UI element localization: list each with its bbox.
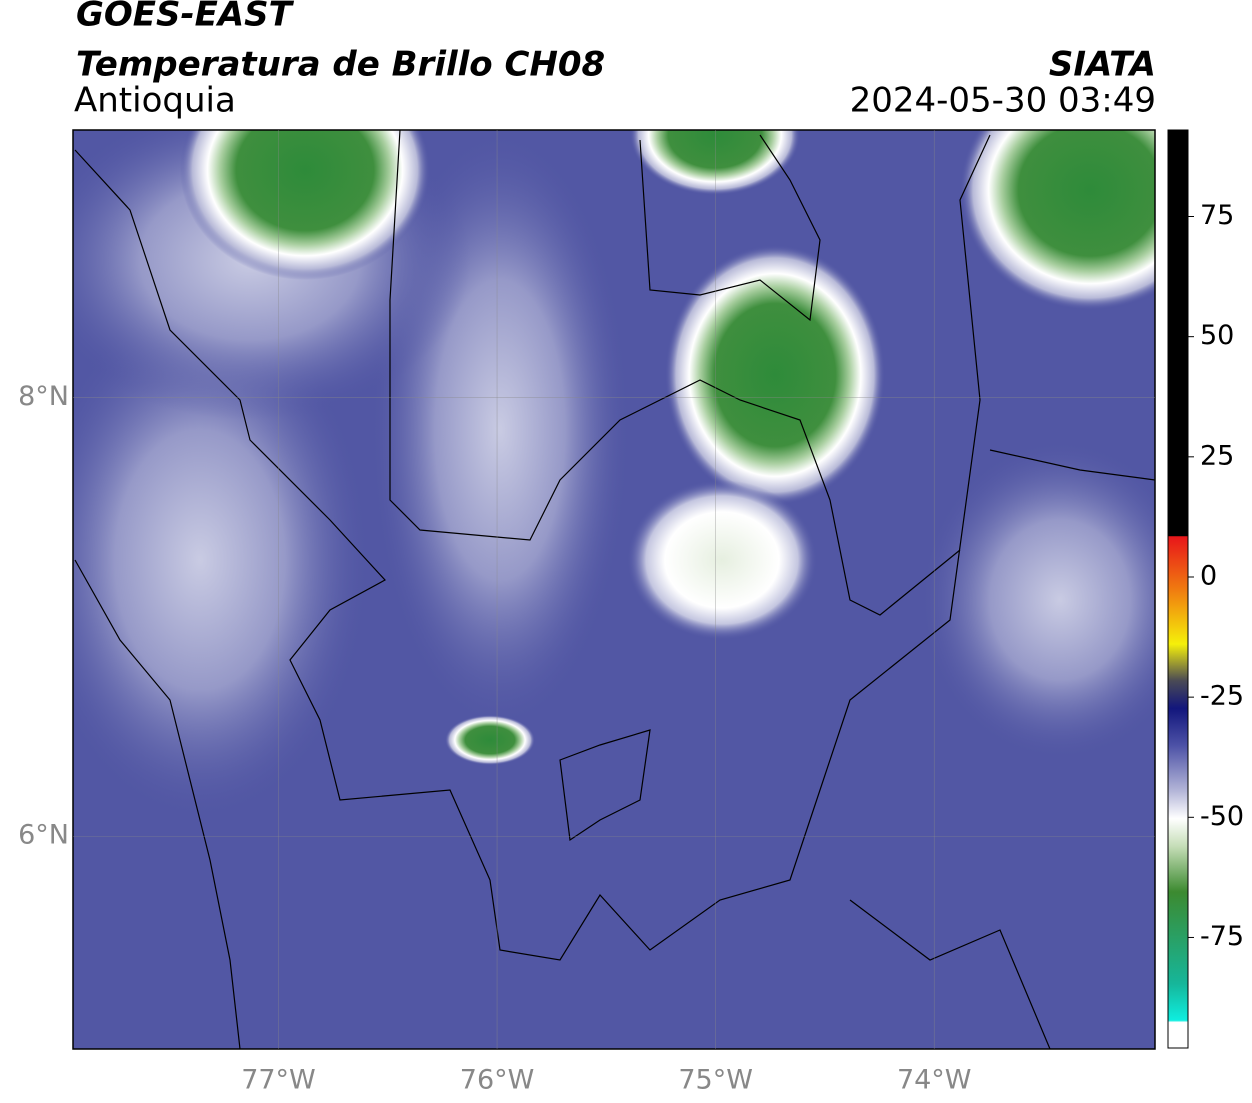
source: SIATA	[1049, 45, 1156, 85]
frame	[72, 129, 1156, 1050]
borders	[74, 130, 1155, 1049]
colorbar-tick-label: -25	[1200, 681, 1244, 712]
colorbar-tick-label: 0	[1200, 560, 1217, 591]
cloud	[627, 480, 817, 640]
cloud	[665, 245, 885, 505]
cloud	[920, 440, 1155, 760]
colorbar-tick-label: -75	[1200, 921, 1244, 952]
colorbar	[1167, 129, 1189, 1049]
datetime: 2024-05-30 03:49	[850, 81, 1156, 121]
x-tick-label: 76°W	[460, 1065, 535, 1096]
subtitle: Temperatura de Brillo CH08	[76, 45, 605, 85]
y-tick-label: 8°N	[18, 381, 69, 412]
x-tick-label: 74°W	[897, 1065, 972, 1096]
map-field	[73, 130, 1155, 1049]
x-tick-label: 75°W	[678, 1065, 753, 1096]
ticks: 77°W 76°W 75°W 74°W 8°N 6°N 75 50 25 0 -25 -50 -75	[18, 130, 1244, 1096]
colorbar-tick-label: 75	[1200, 200, 1234, 231]
cloud	[630, 130, 800, 195]
region: Antioquia	[74, 81, 236, 121]
y-tick-label: 6°N	[18, 820, 69, 851]
colorbar-tick-label: 25	[1200, 440, 1234, 471]
colorbar-tick-label: -50	[1200, 801, 1244, 832]
cloud	[180, 130, 430, 280]
x-tick-label: 77°W	[241, 1065, 316, 1096]
cloud	[445, 715, 535, 765]
title: GOES-EAST	[76, 0, 295, 35]
cloud	[73, 300, 370, 820]
cloud	[960, 130, 1155, 310]
colorbar-tick-label: 50	[1200, 320, 1234, 351]
